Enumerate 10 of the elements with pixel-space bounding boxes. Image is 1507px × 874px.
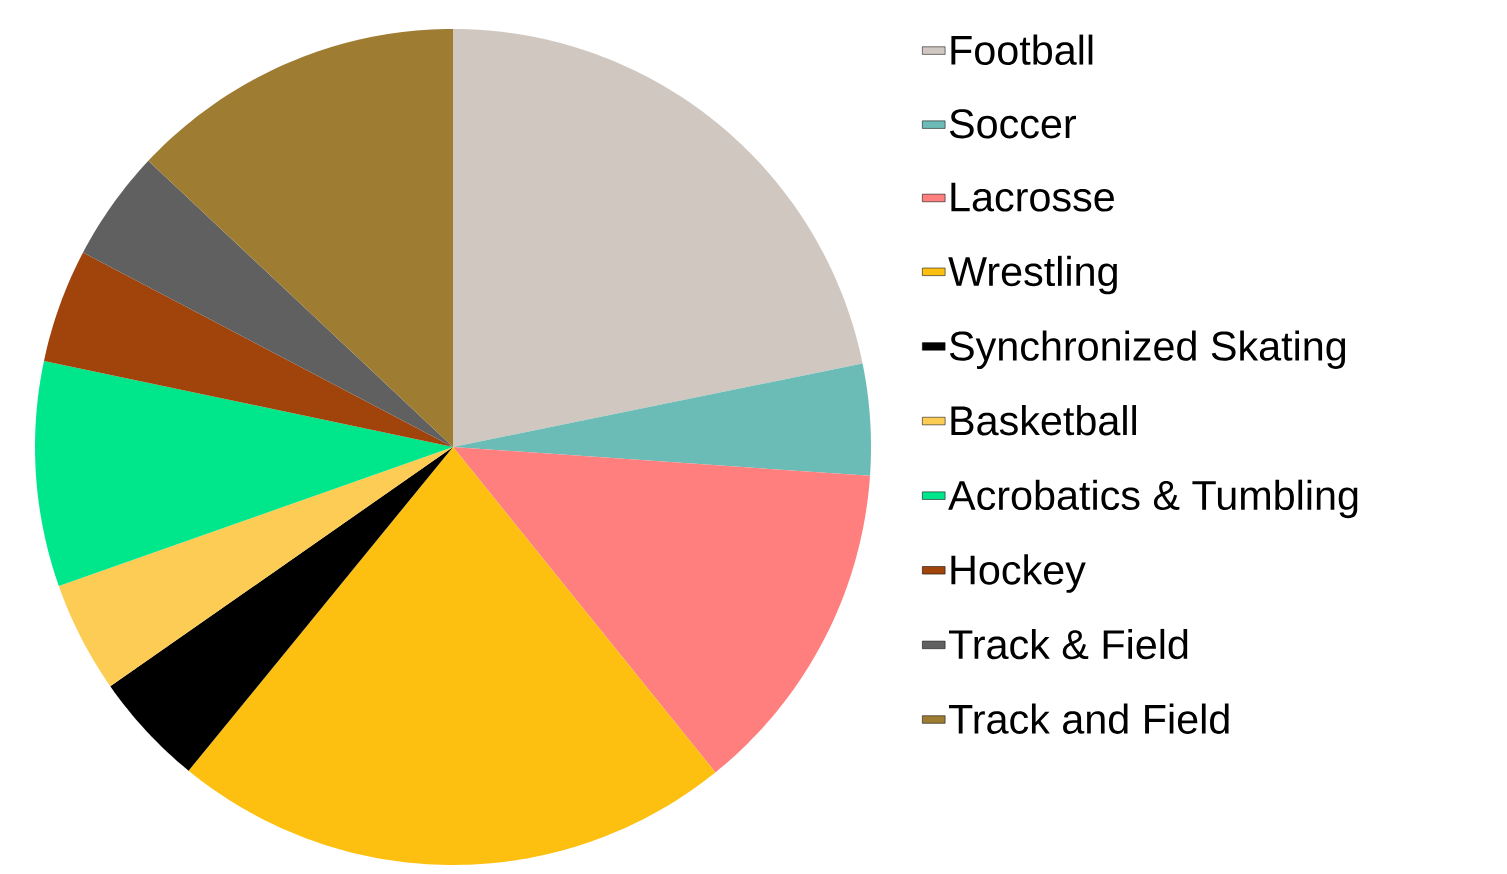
legend-label: Hockey <box>951 554 1086 593</box>
legend-label: Lacrosse <box>951 182 1114 212</box>
legend-label: Football <box>951 34 1093 65</box>
legend-label: Acrobatics & Tumbling <box>948 479 1358 519</box>
legend-label: Wrestling <box>948 255 1117 295</box>
legend-label: Track & Field <box>948 628 1188 660</box>
legend-label: Soccer <box>949 109 1076 139</box>
legend-label: Track and Field <box>948 703 1229 734</box>
legend-label: Synchronized Skating <box>949 330 1346 369</box>
legend-label: Basketball <box>951 405 1136 436</box>
